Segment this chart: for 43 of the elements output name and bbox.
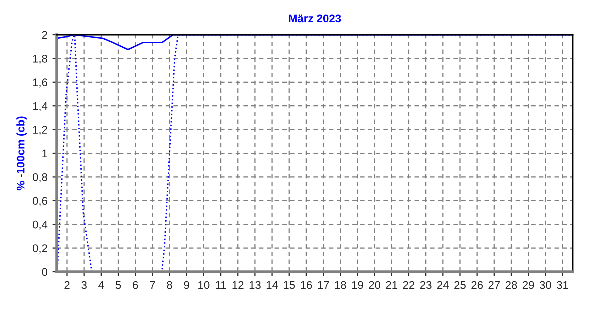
x-tick-label: 25	[454, 281, 466, 290]
x-tick-label: 9	[184, 281, 190, 290]
x-tick-label: 17	[318, 281, 330, 290]
y-tick-label: 1	[42, 150, 48, 158]
x-tick-label: 26	[472, 281, 484, 290]
x-tick-label: 31	[556, 281, 568, 290]
x-tick-label: 5	[116, 281, 122, 290]
x-tick-label: 7	[150, 281, 156, 290]
y-axis-title: % -100cm (cb)	[16, 116, 27, 191]
x-tick-label: 21	[386, 281, 398, 290]
x-tick-label: 18	[335, 281, 346, 290]
y-tick-label: 1,2	[33, 126, 48, 136]
y-tick-label: 0	[42, 268, 48, 276]
x-tick-label: 20	[369, 281, 381, 290]
y-tick-label: 1,6	[33, 78, 48, 88]
y-tick-label: 0,8	[32, 173, 48, 183]
x-tick-label: 19	[352, 281, 364, 290]
x-tick-label: 30	[540, 281, 552, 290]
x-tick-label: 15	[284, 281, 296, 290]
chart-title: März 2023	[289, 14, 342, 23]
y-tick-label: 1,4	[33, 102, 48, 112]
x-tick-label: 13	[250, 281, 261, 290]
x-tick-label: 11	[216, 281, 226, 290]
x-tick-label: 4	[98, 281, 104, 290]
x-tick-label: 24	[438, 281, 449, 290]
x-tick-label: 8	[167, 281, 172, 290]
x-tick-label: 12	[232, 281, 244, 290]
x-tick-label: 3	[82, 281, 87, 290]
x-tick-label: 22	[403, 281, 415, 290]
x-tick-label: 6	[133, 281, 138, 290]
x-tick-label: 2	[64, 281, 70, 290]
y-tick-label: 0,2	[32, 244, 48, 254]
y-tick-label: 1,8	[33, 54, 48, 64]
x-tick-label: 27	[488, 281, 500, 290]
y-tick-label: 2	[42, 31, 48, 40]
x-tick-label: 10	[198, 281, 210, 290]
y-tick-label: 0,4	[32, 220, 48, 230]
x-tick-label: 28	[506, 281, 518, 290]
x-tick-label: 16	[301, 281, 312, 290]
y-tick-label: 0,6	[32, 197, 48, 206]
x-tick-label: 23	[420, 281, 432, 290]
x-tick-label: 29	[522, 281, 534, 290]
x-tick-label: 14	[266, 281, 278, 290]
